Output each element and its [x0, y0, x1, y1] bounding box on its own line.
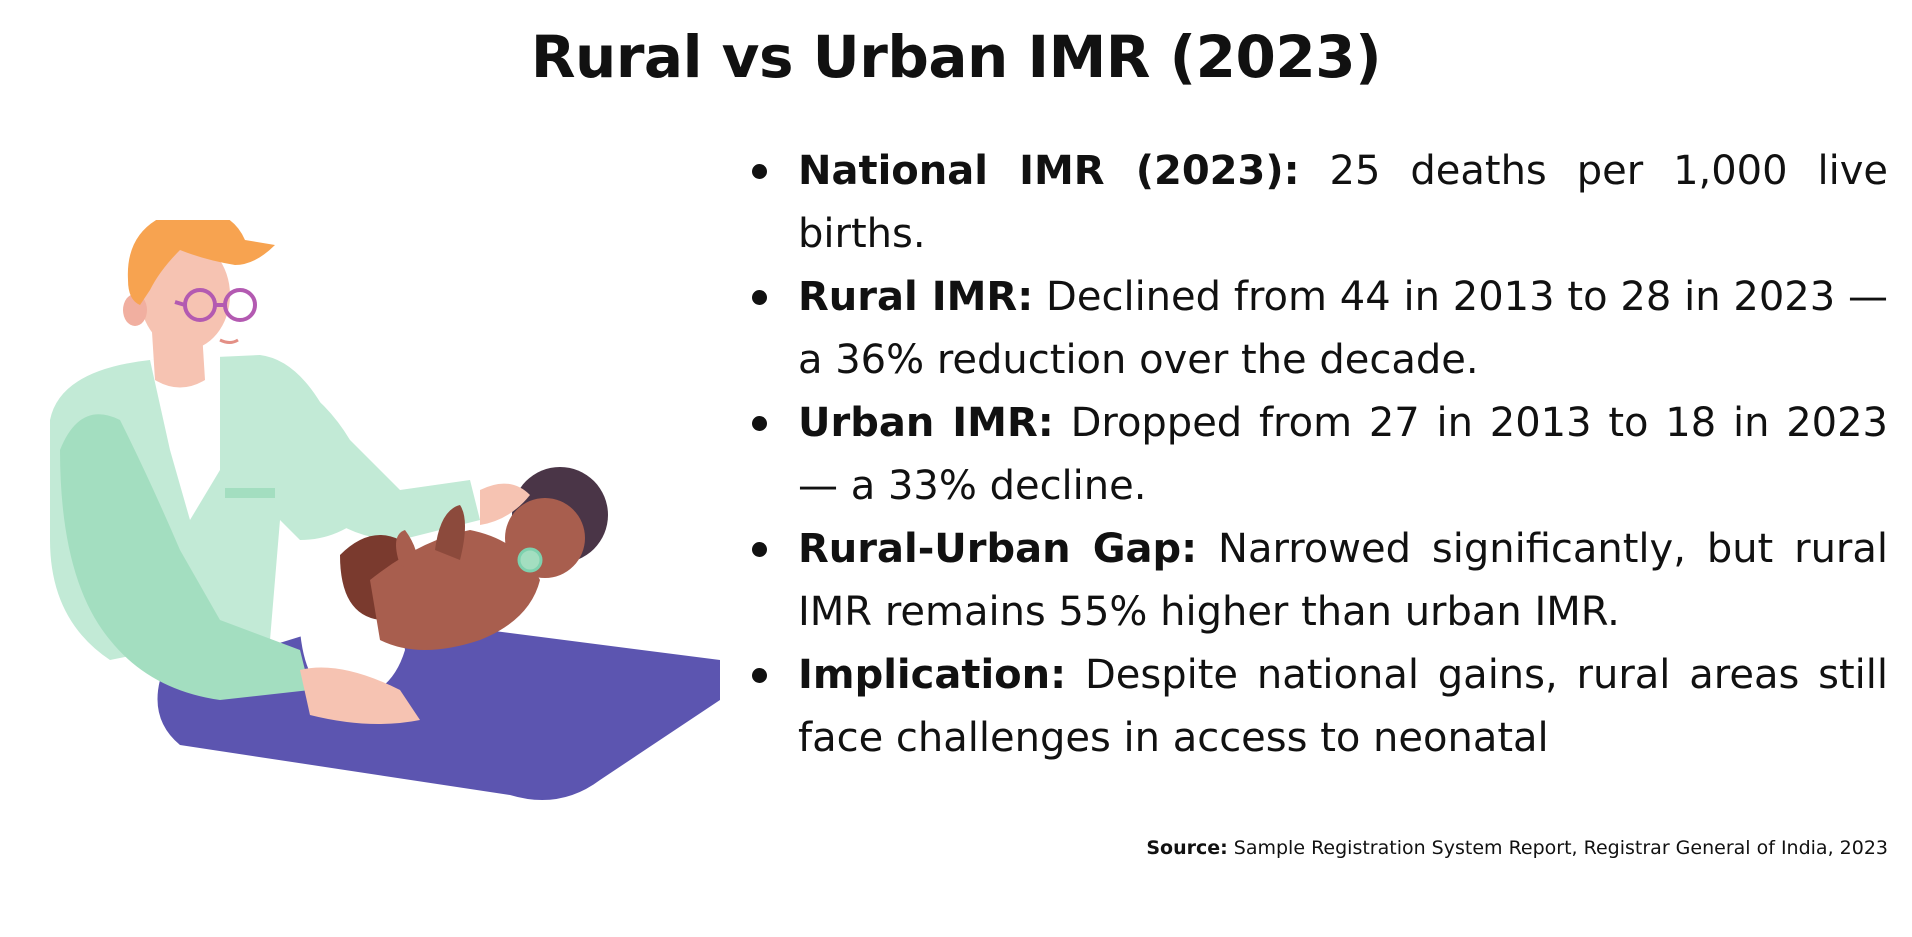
bullet-dot-icon — [752, 164, 767, 179]
doctor-shirt — [150, 355, 220, 520]
source-citation: Source: Sample Registration System Repor… — [1146, 836, 1888, 860]
bullet-text: Narrowed significantly, but rural IMR re… — [798, 526, 1888, 635]
bullet-text: Despite national gains, rural areas stil… — [798, 652, 1888, 761]
bullet-urban-imr: Urban IMR: Dropped from 27 in 2013 to 18… — [752, 392, 1888, 518]
bullet-term: Urban IMR: — [798, 400, 1054, 446]
bullet-term: Rural IMR: — [798, 274, 1034, 320]
bullet-dot-icon — [752, 668, 767, 683]
doctor-hand-lower — [300, 667, 420, 724]
slide-title: Rural vs Urban IMR (2023) — [530, 23, 1382, 91]
baby-arm-2 — [396, 530, 419, 572]
bullet-text: 25 deaths per 1,000 live births. — [798, 148, 1889, 257]
bullet-term: Implication: — [798, 652, 1067, 698]
pacifier-icon — [517, 547, 543, 573]
baby-arm — [435, 505, 465, 560]
doctor-hair — [127, 220, 275, 305]
bullet-dot-icon — [752, 290, 767, 305]
bullet-term: Rural-Urban Gap: — [798, 526, 1198, 572]
bullet-text: Declined from 44 in 2013 to 28 in 2023 —… — [798, 274, 1888, 383]
doctor-hand — [480, 483, 530, 525]
bullet-dot-icon — [752, 416, 767, 431]
bullet-implication: Implication: Despite national gains, rur… — [752, 644, 1888, 770]
bullet-term: National IMR (2023): — [798, 148, 1300, 194]
bullet-dot-icon — [752, 542, 767, 557]
doctor-arm-right — [270, 370, 480, 540]
coat-pocket — [225, 488, 275, 498]
bullet-rural-urban-gap: Rural-Urban Gap: Narrowed significantly,… — [752, 518, 1888, 644]
source-text: Sample Registration System Report, Regis… — [1227, 837, 1888, 859]
bullet-list: National IMR (2023): 25 deaths per 1,000… — [752, 140, 1888, 770]
source-label: Source: — [1146, 837, 1228, 859]
doctor-baby-illustration — [50, 220, 720, 800]
doctor-mouth — [219, 338, 239, 344]
bullet-text: Dropped from 27 in 2013 to 18 in 2023 — … — [798, 400, 1889, 509]
bullet-rural-imr: Rural IMR: Declined from 44 in 2013 to 2… — [752, 266, 1888, 392]
glasses-icon — [174, 288, 257, 322]
doctor-arm-left — [60, 414, 310, 700]
bullet-national-imr: National IMR (2023): 25 deaths per 1,000… — [752, 140, 1888, 266]
baby-face — [505, 498, 585, 578]
